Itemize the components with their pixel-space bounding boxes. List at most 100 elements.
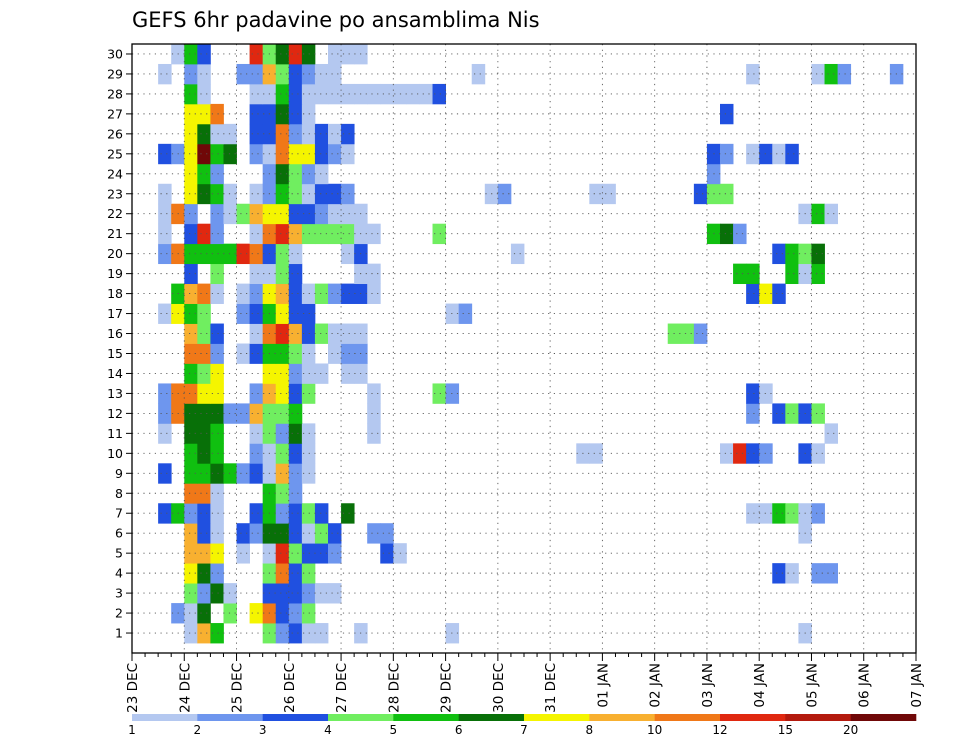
heatmap-cell — [197, 243, 211, 265]
heatmap-cell — [210, 623, 224, 644]
heatmap-cell — [236, 63, 250, 85]
heatmap-cell — [328, 183, 342, 205]
heatmap-cell — [301, 363, 316, 384]
y-tick-label: 12 — [107, 406, 123, 421]
x-tick-label: 29 DEC — [439, 663, 455, 713]
heatmap-cell — [811, 263, 825, 285]
heatmap-cell — [328, 223, 342, 245]
heatmap-cell — [197, 343, 211, 364]
heatmap-cell — [275, 603, 290, 624]
heatmap-cell — [746, 143, 760, 165]
heatmap-cell — [301, 183, 316, 205]
heatmap-cell — [733, 443, 747, 464]
heatmap-cell — [367, 283, 381, 304]
heatmap-cell — [210, 263, 224, 285]
y-tick-label: 3 — [115, 586, 123, 601]
heatmap-cell — [288, 283, 303, 304]
heatmap-cell — [275, 443, 290, 464]
heatmap-cell — [759, 143, 773, 165]
heatmap-cell — [275, 44, 290, 65]
colorbar-swatch — [393, 714, 459, 721]
heatmap-cell — [210, 563, 224, 584]
heatmap-cell — [197, 523, 211, 544]
heatmap-cell — [328, 123, 342, 145]
colorbar-label: 6 — [455, 723, 463, 737]
heatmap-cell — [314, 123, 329, 145]
heatmap-cell — [184, 103, 198, 125]
heatmap-cell — [210, 543, 224, 564]
heatmap-cell — [720, 223, 734, 245]
heatmap-cell — [184, 44, 198, 65]
x-axis: 23 DEC 24 DEC 25 DEC 26 DEC 27 DEC 28 DEC 29 D… — [125, 653, 925, 713]
heatmap-cell — [288, 203, 303, 225]
heatmap-cell — [341, 503, 355, 524]
y-tick-label: 14 — [107, 366, 123, 381]
heatmap-cell — [341, 243, 355, 265]
heatmap-cell — [197, 403, 211, 424]
heatmap-cell — [249, 44, 264, 65]
heatmap-cell — [197, 423, 211, 444]
heatmap-cell — [249, 143, 264, 165]
heatmap-cell — [275, 143, 290, 165]
heatmap-cell — [223, 183, 237, 205]
heatmap-cell — [314, 203, 329, 225]
heatmap-cell — [432, 223, 446, 245]
heatmap-cell — [249, 183, 264, 205]
heatmap-cell — [184, 343, 198, 364]
heatmap-cell — [236, 523, 250, 544]
heatmap-cell — [197, 383, 211, 404]
heatmap-cell — [184, 623, 198, 644]
y-tick-label: 22 — [107, 206, 123, 221]
heatmap-cell — [184, 583, 198, 604]
heatmap-cell — [341, 123, 355, 145]
heatmap-cell — [249, 443, 264, 464]
heatmap-cell — [288, 623, 303, 644]
heatmap-cell — [746, 63, 760, 85]
heatmap-cell — [288, 243, 303, 265]
heatmap-cell — [249, 83, 264, 105]
heatmap-cell — [301, 523, 316, 544]
heatmap-cell — [328, 523, 342, 544]
heatmap-cell — [301, 63, 316, 85]
heatmap-cell — [236, 463, 250, 484]
heatmap-cell — [432, 83, 446, 105]
heatmap-cell — [210, 123, 224, 145]
heatmap-cell — [301, 583, 316, 604]
y-tick-label: 24 — [107, 166, 123, 181]
heatmap-cell — [197, 583, 211, 604]
heatmap-cell — [785, 263, 799, 285]
heatmap-cell — [223, 123, 237, 145]
heatmap-cell — [223, 583, 237, 604]
heatmap-cell — [314, 583, 329, 604]
y-tick-label: 8 — [115, 486, 123, 501]
heatmap-cell — [210, 223, 224, 245]
heatmap-cell — [288, 323, 303, 344]
y-tick-label: 16 — [107, 326, 123, 341]
heatmap-cell — [746, 263, 760, 285]
heatmap-cell — [301, 563, 316, 584]
heatmap-cell — [249, 603, 264, 624]
heatmap-cell — [772, 243, 786, 265]
heatmap-cell — [249, 343, 264, 364]
heatmap-cell — [301, 143, 316, 165]
heatmap-cell — [772, 503, 786, 524]
heatmap-cell — [158, 63, 172, 85]
heatmap-cell — [210, 163, 224, 185]
heatmap-cell — [197, 463, 211, 484]
heatmap-cell — [314, 143, 329, 165]
heatmap-cell — [301, 203, 316, 225]
heatmap-cell — [589, 443, 603, 464]
heatmap-cell — [458, 303, 473, 324]
heatmap-cell — [314, 283, 329, 304]
x-tick-label: 26 DEC — [282, 663, 298, 713]
heatmap-cell — [158, 383, 172, 404]
y-tick-label: 20 — [107, 246, 123, 261]
heatmap-cell — [184, 143, 198, 165]
heatmap-cell — [223, 403, 237, 424]
x-tick-label: 05 JAN — [805, 663, 821, 708]
heatmap-cell — [720, 183, 734, 205]
heatmap-cell — [275, 363, 290, 384]
heatmap-cell — [746, 283, 760, 304]
heatmap-cell — [223, 143, 237, 165]
